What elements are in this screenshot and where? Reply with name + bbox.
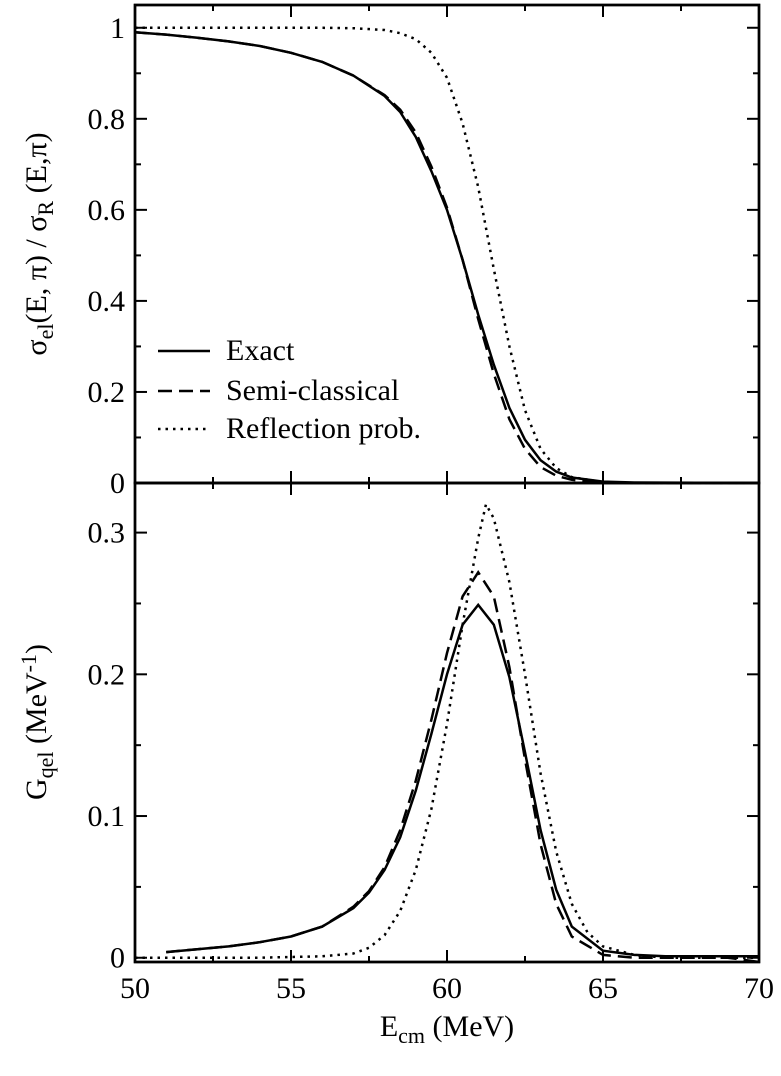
x-tick-label: 50 xyxy=(120,972,150,1005)
y-axis-title-top-part: R xyxy=(33,201,58,216)
y-axis-title-bottom: Gqel (MeV-1) xyxy=(16,644,57,800)
y-axis-title-bottom-part: (MeV xyxy=(20,672,53,751)
y-tick-label: 0.4 xyxy=(88,285,126,318)
x-axis-title-part: E xyxy=(380,1010,398,1043)
y-axis-title-top-part: (E, π) / σ xyxy=(20,216,53,324)
x-axis-title-part: (MeV) xyxy=(425,1010,514,1043)
y-tick-label: 0 xyxy=(110,467,125,500)
y-tick-label: 0.1 xyxy=(88,800,126,833)
y-axis-title-top-part: σ xyxy=(20,339,53,355)
plot-frame xyxy=(133,481,761,964)
legend-label: Exact xyxy=(226,334,295,367)
y-tick-label: 0.8 xyxy=(88,103,126,136)
y-tick-label: 0.6 xyxy=(88,194,126,227)
y-tick-label: 0.3 xyxy=(88,517,126,550)
plot-frame-overlay xyxy=(133,481,761,964)
x-tick-label: 70 xyxy=(744,972,774,1005)
series-reflection-prob xyxy=(135,500,759,959)
y-axis-title-top-part: el xyxy=(33,324,58,340)
y-tick-label: 0.2 xyxy=(88,376,126,409)
y-axis-title-top: σel(E, π) / σR (E,π) xyxy=(20,132,58,355)
x-axis-title: Ecm (MeV) xyxy=(380,1010,514,1048)
series-semi-classical xyxy=(166,569,760,964)
y-tick-label: 0.2 xyxy=(88,658,126,691)
panel-elastic-ratio: 0 0.2 0.4 0.6 0.8 1 Exact Semi-classical Reflect… xyxy=(20,3,761,500)
x-tick-label: 55 xyxy=(276,972,306,1005)
legend-label: Reflection prob. xyxy=(226,412,421,445)
legend: Exact Semi-classical Reflection prob. xyxy=(158,334,421,445)
y-tick-label: 0 xyxy=(110,942,125,975)
y-axis-title-bottom-part: ) xyxy=(20,644,53,654)
x-tick-label: 65 xyxy=(588,972,618,1005)
panel-quasielastic-g: 0 0.1 0.2 0.3 50 55 60 65 70 Gqel (MeV-1) Ecm (MeV… xyxy=(16,481,774,1048)
series-exact xyxy=(166,602,759,958)
legend-label: Semi-classical xyxy=(226,374,399,407)
y-axis-title-bottom-part: -1 xyxy=(16,654,41,672)
x-axis-title-part: cm xyxy=(398,1023,425,1048)
y-tick-label: 1 xyxy=(110,12,125,45)
y-axis-title-bottom-part: G xyxy=(20,778,53,800)
x-tick-label: 60 xyxy=(432,972,462,1005)
series-exact xyxy=(134,31,760,485)
series-semi-classical xyxy=(134,31,759,485)
y-axis-title-top-part: (E,π) xyxy=(20,132,53,200)
y-axis-title-bottom-part: qel xyxy=(33,751,58,778)
